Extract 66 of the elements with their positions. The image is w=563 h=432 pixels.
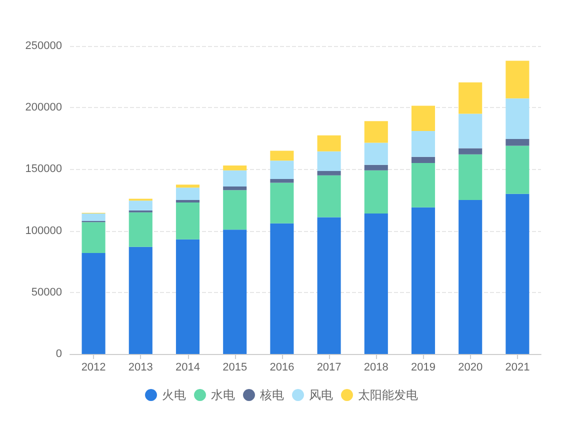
bar — [82, 214, 106, 221]
bar — [317, 217, 341, 354]
bar — [317, 175, 341, 218]
legend-label: 水电 — [211, 388, 235, 402]
bar — [411, 131, 436, 157]
bar — [176, 184, 200, 188]
bar — [458, 82, 482, 114]
legend-label: 太阳能发电 — [358, 388, 418, 402]
bar — [364, 214, 388, 354]
x-tick-label: 2013 — [128, 362, 153, 374]
y-tick-label: 50000 — [31, 286, 62, 298]
bar — [176, 202, 200, 240]
legend-label: 风电 — [309, 388, 333, 402]
bar — [317, 151, 341, 172]
bar — [506, 60, 530, 98]
bar — [270, 182, 294, 224]
bar — [364, 121, 388, 143]
x-tick-label: 2019 — [411, 362, 436, 374]
bar — [364, 170, 388, 214]
x-tick-label: 2020 — [458, 362, 483, 374]
x-tick-label: 2012 — [81, 362, 106, 374]
x-tick-label: 2021 — [505, 362, 530, 374]
bar — [176, 239, 200, 354]
bar — [411, 207, 436, 354]
y-tick-label: 150000 — [25, 163, 62, 176]
x-tick-label: 2015 — [222, 362, 248, 374]
bar — [223, 186, 247, 190]
bar — [223, 190, 247, 230]
bar — [411, 106, 436, 132]
legend-label: 火电 — [162, 388, 186, 402]
bar — [506, 139, 530, 146]
x-tick-label: 2014 — [176, 362, 200, 374]
bar — [82, 252, 106, 354]
bar — [223, 230, 247, 354]
bar — [223, 170, 247, 186]
bar — [458, 114, 482, 148]
y-tick-label: 200000 — [25, 102, 62, 114]
bar — [176, 188, 200, 200]
y-tick-label: 100000 — [25, 224, 62, 237]
y-tick-label: 0 — [56, 348, 62, 360]
legend-label: 核电 — [259, 388, 284, 402]
x-tick-label: 2017 — [316, 362, 342, 374]
bar — [317, 135, 341, 152]
bar — [458, 148, 482, 154]
bar — [458, 154, 482, 200]
y-tick-label: 250000 — [25, 40, 62, 52]
bar — [411, 163, 436, 208]
bar — [270, 160, 294, 180]
bar — [506, 146, 530, 194]
bar — [270, 179, 294, 183]
bar — [223, 166, 247, 170]
bar — [128, 246, 152, 354]
x-tick-label: 2018 — [364, 362, 388, 374]
bar — [506, 194, 530, 354]
bar — [317, 171, 341, 176]
bar — [364, 142, 388, 165]
bar — [128, 212, 152, 247]
x-tick-label: 2016 — [270, 362, 294, 374]
bar — [364, 164, 388, 170]
bar — [506, 98, 530, 140]
bar — [411, 156, 436, 164]
bar — [270, 223, 294, 354]
bar — [270, 150, 294, 161]
bar — [458, 200, 482, 354]
bar — [82, 222, 106, 253]
bar — [128, 200, 152, 210]
